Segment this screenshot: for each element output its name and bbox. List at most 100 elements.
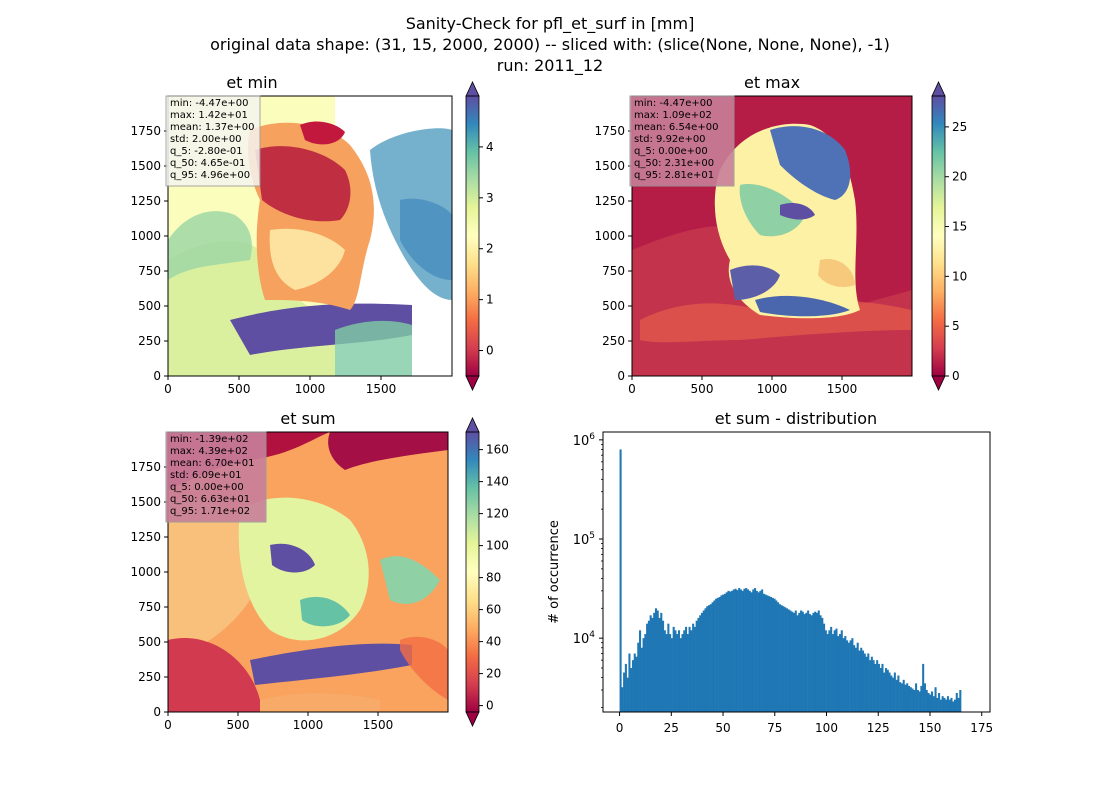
y-tick-label: 1750 [130,124,161,138]
stats-line: q_50: 4.65e-01 [170,158,245,169]
histogram-bar [911,688,914,712]
y-tick-label: 750 [138,264,161,278]
histogram-bar [695,620,698,712]
histogram-bar [904,684,907,712]
histogram-bar [810,615,813,712]
histogram-bar [890,675,893,712]
colorbar-tick-label: 1 [486,293,494,307]
histogram-bar [745,588,748,712]
colorbar-frame [931,95,946,377]
stats-line: mean: 6.54e+00 [634,122,718,133]
panel-title: et sum - distribution [715,409,877,428]
histogram-bar [929,694,932,712]
histogram-bar [886,669,889,712]
histogram-bar [807,610,810,712]
colorbar-tick-label: 2 [486,242,494,256]
histogram-bar [900,683,903,712]
histogram-bar [761,589,764,712]
histogram-bar [805,612,808,712]
histogram-bar [746,589,750,712]
histogram-bar [879,668,882,712]
histogram-bar [837,636,840,712]
histogram-bar [817,610,820,712]
histogram-bar [750,592,753,712]
histogram-bar [685,626,688,712]
histogram-bar [821,617,824,712]
histogram-bar [720,595,723,712]
x-tick-label: 100 [815,721,838,735]
y-tick-label: 1250 [130,530,161,544]
histogram-bar [759,590,762,712]
histogram-bar [785,608,788,712]
colorbar-tick-label: 140 [486,475,509,489]
colorbar-tick-label: 80 [486,571,501,585]
histogram-bar [624,663,627,712]
colorbar-tick-label: 4 [486,140,494,154]
histogram-bar [711,602,714,712]
histogram-bar [907,685,911,712]
y-tick-label: 105 [573,531,595,548]
x-tick-label: 500 [228,382,251,396]
histogram-bar [955,692,958,712]
y-axis: 0 250 500 750 1000 1250 1500 1750 [130,460,168,719]
histogram-bar [909,687,912,712]
x-tick-label: 0 [164,718,172,732]
histogram-bar [748,590,751,712]
x-tick-label: 175 [970,721,993,735]
colorbar-gradient [932,96,945,376]
x-tick-label: 50 [715,721,730,735]
y-tick-label: 1500 [130,159,161,173]
colorbar: 0 5 10 15 20 25 [931,81,967,391]
histogram-bar [683,630,686,712]
y-tick-label: 1000 [130,565,161,579]
colorbar-frame [465,431,480,713]
y-axis: 0 250 500 750 1000 1250 1500 1750 [594,124,632,383]
x-tick-label: 500 [227,718,250,732]
y-tick-label: 1750 [130,460,161,474]
histogram-bar [959,690,962,712]
stats-line: q_95: 4.96e+00 [170,170,250,181]
histogram-bar [670,638,673,712]
histogram-bar [927,692,930,712]
histogram-bar [630,668,633,712]
x-tick-label: 1000 [295,382,326,396]
histogram-bar [934,687,937,712]
histogram-bar [732,589,735,712]
histogram-bar [681,634,684,712]
colorbar-extend-bottom [465,375,480,391]
histogram-bar [725,592,728,712]
histogram-bar [780,605,783,712]
stats-line: std: 9.92e+00 [634,134,706,145]
histogram-bar [766,595,769,712]
x-axis: 0 25 50 75 100 125 150 175 [616,712,993,735]
histogram-bar [892,677,895,712]
panel-histogram: et sum - distribution 0 25 50 75 100 125 150 17… [547,409,993,735]
x-tick-label: 75 [767,721,782,735]
y-tick-label: 1000 [594,229,625,243]
y-axis: 104 105 106 [573,432,603,708]
histogram-bar [662,620,665,712]
stats-line: std: 6.09e+01 [170,470,242,481]
histogram-bar [930,691,934,712]
x-axis: 0 500 1000 1500 [164,712,393,732]
histogram-bar [913,690,916,712]
map-field [632,123,912,376]
stats-line: max: 4.39e+02 [170,446,248,457]
y-tick-label: 750 [602,264,625,278]
histogram-bar [884,668,888,712]
histogram-bar [769,597,773,712]
histogram-bar [830,626,833,712]
stats-line: min: -1.39e+02 [170,434,249,445]
histogram-bar [893,672,896,712]
histogram-bar [754,588,757,712]
histogram-bar [658,617,661,712]
histogram-bar [708,605,711,712]
histogram-bar [858,650,861,712]
histogram-bar [888,672,891,712]
histogram-bar [794,610,797,712]
x-tick-label: 0 [628,382,636,396]
x-tick-label: 125 [867,721,890,735]
